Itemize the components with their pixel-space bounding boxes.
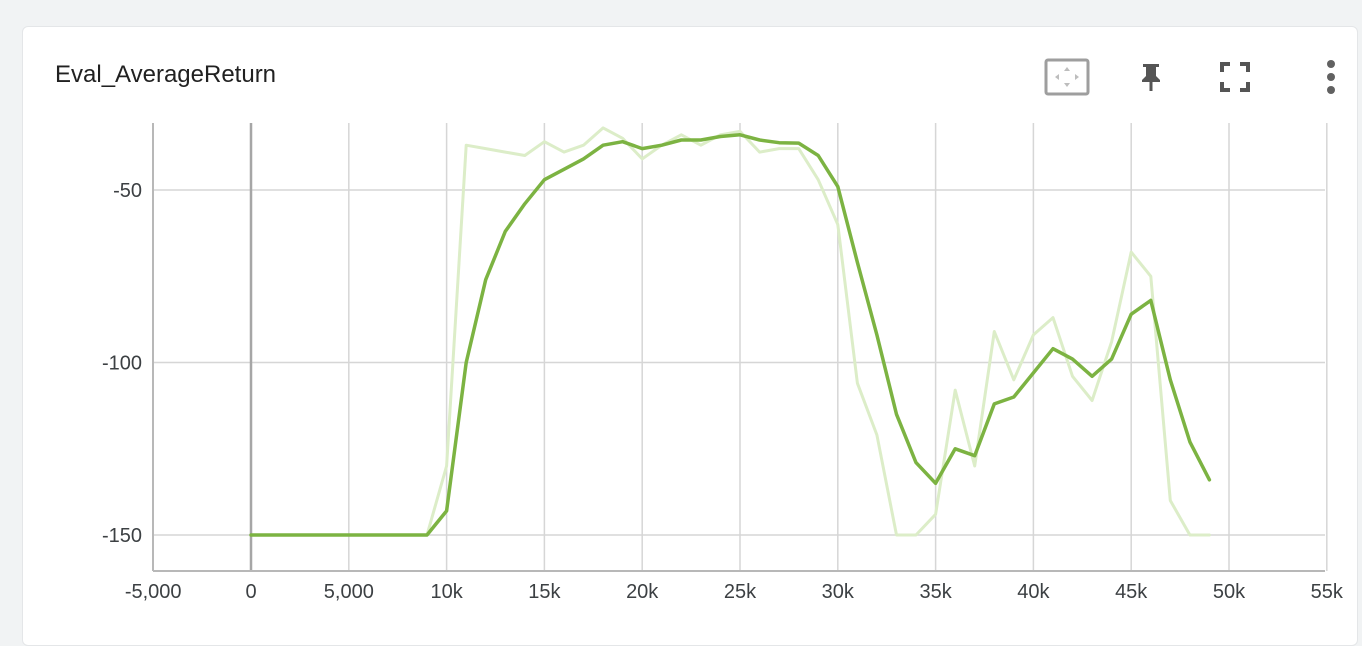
y-tick-label: -100 xyxy=(102,353,142,375)
x-tick-label: 35k xyxy=(919,581,952,603)
y-tick-label: -150 xyxy=(102,525,142,547)
chart-axes xyxy=(152,123,1325,572)
fullscreen-icon xyxy=(1220,62,1250,92)
y-tick-label: -50 xyxy=(113,180,142,202)
fit-domain-icon xyxy=(1044,58,1090,96)
x-tick-label: 55k xyxy=(1311,581,1344,603)
fullscreen-button[interactable] xyxy=(1211,57,1259,97)
x-tick-label: 25k xyxy=(724,581,757,603)
x-tick-label: 5,000 xyxy=(324,581,374,603)
pin-button[interactable] xyxy=(1127,57,1175,97)
smoothed-series-line xyxy=(249,133,1212,537)
x-tick-label: 30k xyxy=(822,581,855,603)
raw-series-line xyxy=(249,126,1211,537)
more-vert-icon xyxy=(1327,60,1335,94)
chart-series xyxy=(249,126,1212,537)
x-tick-label: -5,000 xyxy=(125,581,182,603)
pin-icon xyxy=(1142,64,1160,91)
x-tick-label: 0 xyxy=(245,581,256,603)
chart-tick-labels: -5,000 0 5,000 10k 15k 20k 25k 30k 35k 40k 45k 50k 5… xyxy=(102,180,1344,603)
x-tick-label: 10k xyxy=(430,581,463,603)
x-tick-label: 45k xyxy=(1115,581,1148,603)
x-tick-label: 20k xyxy=(626,581,659,603)
x-tick-label: 50k xyxy=(1213,581,1246,603)
chart-card: Eval_AverageReturn xyxy=(22,26,1358,646)
more-options-button[interactable] xyxy=(1307,57,1355,97)
fit-domain-button[interactable] xyxy=(1043,57,1091,97)
x-tick-label: 15k xyxy=(528,581,561,603)
x-tick-label: 40k xyxy=(1017,581,1050,603)
chart-grid xyxy=(152,123,1328,571)
chart-title: Eval_AverageReturn xyxy=(55,61,277,88)
